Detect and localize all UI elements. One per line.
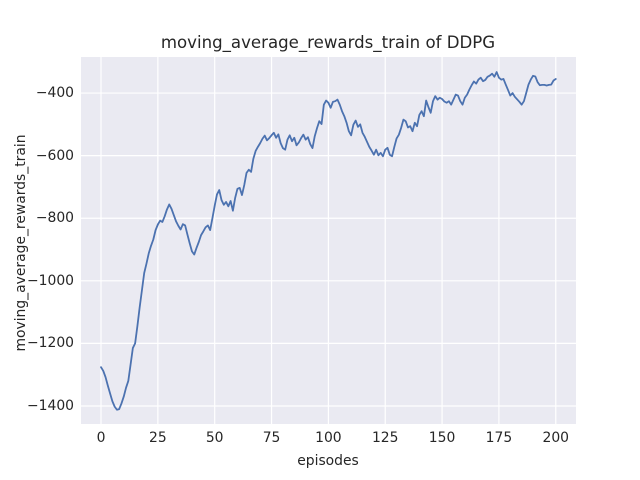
chart-title: moving_average_rewards_train of DDPG [160, 33, 496, 52]
data-series-line [100, 71, 557, 411]
y-tick-label: −1400 [27, 397, 74, 414]
x-tick-label: 50 [205, 430, 224, 446]
y-axis-label: moving_average_rewards_train [13, 134, 29, 352]
x-tick-label: 125 [371, 430, 399, 446]
y-tick-label: −600 [35, 147, 74, 164]
x-axis-label: episodes [297, 453, 359, 469]
y-tick-label: −1000 [27, 272, 74, 289]
x-tick-label: 75 [262, 430, 281, 446]
x-tick-label: 25 [149, 430, 167, 446]
y-tick-label: −1200 [27, 335, 74, 352]
plot-area [81, 57, 576, 424]
y-tick-label: −800 [35, 210, 74, 227]
y-tick-label: −400 [35, 85, 74, 102]
x-tick-label: 100 [315, 430, 342, 446]
x-tick-label: 200 [542, 430, 569, 446]
x-tick-label: 175 [485, 430, 513, 446]
line-chart [81, 57, 576, 424]
x-tick-label: 0 [96, 430, 106, 446]
x-tick-label: 150 [428, 430, 456, 446]
